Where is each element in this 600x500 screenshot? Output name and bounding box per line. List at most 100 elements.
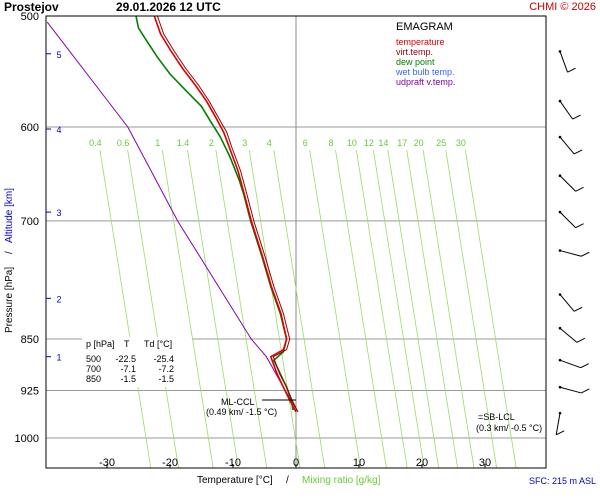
wind-barb-feather <box>555 430 565 436</box>
wind-barb-feather <box>575 186 584 192</box>
table-cell: -7.2 <box>158 364 174 374</box>
mixing-ratio-line <box>248 149 301 469</box>
wind-barb <box>558 358 589 369</box>
wind-barb-feather <box>573 306 583 312</box>
pressure-tick-label: 700 <box>21 216 39 228</box>
wind-barb-base <box>558 358 562 362</box>
wind-barb-feather <box>575 223 584 229</box>
wind-barb-staff <box>559 175 576 192</box>
temperature-tick-label: -30 <box>99 457 115 469</box>
wind-barb-feather <box>572 114 581 120</box>
temperature-tick-label: 20 <box>416 457 428 469</box>
legend-temperature: temperature <box>396 37 445 47</box>
wind-barb-feather <box>576 337 586 343</box>
wind-barb-staff <box>559 250 582 257</box>
mixing-ratio-label: 12 <box>364 138 374 148</box>
sb-lcl-label: =SB-LCL <box>478 412 515 422</box>
legend-virtual-temp: virt.temp. <box>396 47 433 57</box>
table-header-pressure: p [hPa] <box>86 339 115 349</box>
mixing-ratio-line <box>445 149 498 469</box>
wind-barb-feather <box>581 388 590 394</box>
wind-barb-base <box>558 50 562 53</box>
series-temperature <box>153 15 297 413</box>
table-cell: -1.5 <box>158 374 174 384</box>
mixing-ratio-line <box>387 149 440 469</box>
mixing-ratio-line <box>99 149 152 469</box>
y-axis-title-altitude: Altitude [km] <box>4 188 15 243</box>
wind-barb-base <box>558 135 562 139</box>
wind-barb-base <box>558 249 562 252</box>
wind-barb-staff <box>559 359 581 369</box>
table-cell: -25.4 <box>153 354 174 364</box>
altitude-tick-label: 3 <box>56 208 61 218</box>
mixing-ratio-label: 3 <box>242 138 247 148</box>
legend-title: EMAGRAM <box>396 21 453 33</box>
wind-barb <box>558 135 583 155</box>
wind-barb <box>558 210 584 229</box>
wind-barb-staff <box>555 413 561 435</box>
station-name: Prostejov <box>4 0 59 14</box>
altitude-tick-label: 2 <box>56 294 61 304</box>
altitude-tick-label: 1 <box>56 353 61 363</box>
wind-barb-base <box>558 210 562 214</box>
table-cell: 700 <box>86 364 101 374</box>
mixing-ratio-line <box>273 149 326 469</box>
y-axis-separator: / <box>4 251 15 254</box>
wind-barb-base <box>558 385 562 389</box>
wind-barb-feather <box>567 67 576 73</box>
mixing-ratio-label: 2 <box>209 138 214 148</box>
wind-barb <box>558 326 586 343</box>
wind-barb <box>558 99 581 120</box>
mixing-ratio-label: 17 <box>397 138 407 148</box>
wind-barb-staff <box>559 327 578 343</box>
pressure-tick-label: 1000 <box>15 433 39 445</box>
mixing-ratio-label: 20 <box>414 138 424 148</box>
mixing-ratio-label: 1.4 <box>177 138 190 148</box>
mixing-ratio-line <box>422 149 475 469</box>
x-axis-title: Temperature [°C] <box>197 475 273 486</box>
mixing-ratio-line <box>372 149 425 469</box>
wind-barb-staff <box>559 211 576 228</box>
mixing-ratio-line <box>335 149 387 469</box>
wind-barb <box>558 50 576 73</box>
wind-barb-staff <box>559 136 575 155</box>
wind-barb-base <box>558 293 562 296</box>
wind-barb-staff <box>559 51 568 73</box>
mixing-ratio-line <box>215 149 268 469</box>
mixing-ratio-label: 14 <box>378 138 388 148</box>
mixing-ratio-label: 4 <box>267 138 272 148</box>
wind-barb-base <box>558 99 562 103</box>
temperature-tick-label: 0 <box>293 457 299 469</box>
wind-barb-base <box>558 411 562 415</box>
wind-barb-base <box>558 326 562 330</box>
x-axis-separator: / <box>286 475 289 486</box>
temperature-tick-label: 10 <box>353 457 365 469</box>
mixing-ratio-line <box>355 149 408 469</box>
series-virt-temp <box>156 15 299 413</box>
temperature-tick-label: 30 <box>479 457 491 469</box>
wind-barb <box>555 411 565 436</box>
table-header-temp: T <box>124 339 130 349</box>
mixing-ratio-label: 25 <box>436 138 446 148</box>
mixing-ratio-label: 30 <box>456 138 466 148</box>
x-axis-title-mixing: Mixing ratio [g/kg] <box>302 475 381 486</box>
pressure-tick-label: 925 <box>21 386 39 398</box>
altitude-tick-label: 4 <box>56 125 61 135</box>
mixing-ratio-label: 0.4 <box>89 138 102 148</box>
table-cell: -1.5 <box>120 374 136 384</box>
table-cell: -22.5 <box>115 354 136 364</box>
table-cell: 850 <box>86 374 101 384</box>
wind-barb-staff <box>559 100 574 120</box>
mixing-ratio-label: 1 <box>155 138 160 148</box>
wind-barb <box>558 385 590 394</box>
wind-barb <box>558 174 584 192</box>
sounding-profiles <box>46 15 299 413</box>
mixing-ratio-line <box>309 149 361 469</box>
altitude-tick-label: 5 <box>56 50 61 60</box>
pressure-tick-label: 500 <box>21 11 39 23</box>
table-header-dewpoint: Td [°C] <box>144 339 172 349</box>
pressure-tick-label: 600 <box>21 122 39 134</box>
